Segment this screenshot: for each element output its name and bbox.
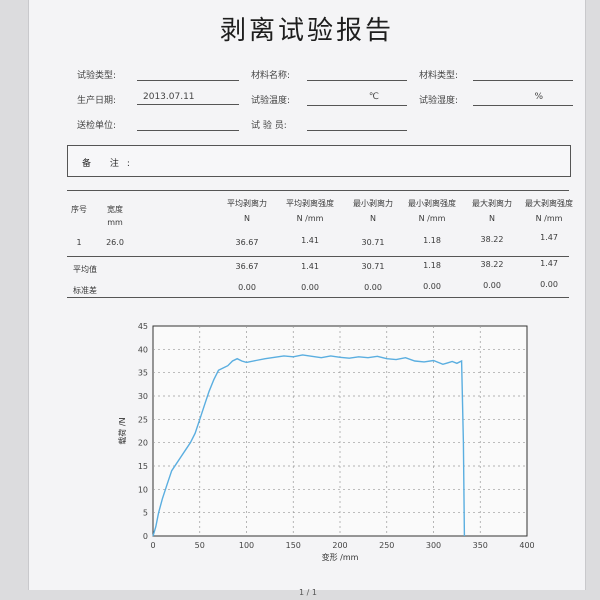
table-top-rule [67, 190, 569, 191]
row-cell: 1.47 [540, 259, 558, 268]
material-name-label: 材料名称: [251, 71, 291, 81]
row-cell: 1.18 [423, 236, 441, 245]
peel-force-chart: 0 50 100 150 200 250 300 350 400 0 5 10 15 20 25 30 35 40… [117, 322, 535, 562]
x-tick-label: 200 [332, 541, 347, 550]
table-bottom-rule [67, 297, 569, 298]
header-min-force-unit: N [370, 214, 376, 223]
production-date-field[interactable]: 2013.07.11 [137, 91, 239, 105]
sample-type-label: 试验类型: [77, 71, 117, 81]
results-table: 序号 宽度 mm 平均剥离力 N 平均剥离强度 N /mm 最小剥离力 N 最小… [67, 190, 573, 298]
header-max-force: 最大剥离力 [472, 199, 512, 208]
row-cell: 1.47 [540, 233, 558, 242]
header-index: 序号 [71, 205, 87, 214]
report-sheet: 剥离试验报告 试验类型: 材料名称: 材料类型: 生产日期: 2013.07.1… [28, 0, 586, 597]
row-cell: 36.67 [235, 262, 259, 271]
report-title: 剥离试验报告 [219, 16, 394, 46]
y-tick-label: 20 [138, 439, 148, 448]
y-tick-label: 40 [138, 345, 148, 354]
row-cell: 0.00 [301, 283, 319, 292]
y-tick-label: 25 [138, 415, 148, 424]
material-type-label: 材料类型: [419, 71, 459, 81]
row-cell: 36.67 [235, 238, 259, 247]
header-avg-strength-unit: N /mm [296, 214, 324, 223]
sample-type-field[interactable] [137, 66, 239, 81]
test-humidity-label: 试验湿度: [419, 96, 459, 106]
header-avg-strength: 平均剥离强度 [286, 199, 334, 208]
y-tick-label: 5 [143, 509, 148, 518]
row-cell: 1 [76, 238, 82, 247]
row-cell: 1.18 [423, 261, 441, 270]
header-min-strength: 最小剥离强度 [408, 199, 456, 208]
test-unit-field[interactable] [137, 116, 239, 131]
tester-label: 试 验 员: [251, 121, 287, 131]
header-max-strength-unit: N /mm [535, 214, 563, 223]
test-humidity-field[interactable]: % [473, 91, 573, 106]
x-tick-label: 400 [519, 541, 534, 550]
header-min-strength-unit: N /mm [418, 214, 446, 223]
test-temp-unit: ℃ [368, 92, 379, 102]
row-cell: 38.22 [480, 260, 504, 269]
test-temp-label: 试验温度: [251, 96, 291, 106]
row-cell: 标准差 [73, 286, 97, 295]
y-tick-label: 35 [138, 369, 148, 378]
y-tick-label: 45 [138, 322, 148, 331]
test-unit-label: 送检单位: [77, 121, 117, 131]
header-avg-force-unit: N [244, 214, 250, 223]
x-tick-label: 150 [286, 541, 301, 550]
series-line [152, 354, 466, 537]
header-max-force-unit: N [489, 214, 495, 223]
row-cell: 1.41 [301, 262, 319, 271]
y-tick-label: 0 [143, 532, 148, 541]
row-cell: 0.00 [364, 283, 382, 292]
x-axis-label: 变形 /mm [322, 552, 359, 562]
header-width: 宽度 [107, 205, 123, 214]
production-date-label: 生产日期: [77, 96, 117, 106]
material-name-field[interactable] [307, 66, 407, 81]
x-tick-label: 350 [473, 541, 488, 550]
page-indicator: 1 / 1 [299, 588, 317, 597]
notes-box[interactable]: 备 注: [67, 145, 571, 177]
x-tick-label: 250 [379, 541, 394, 550]
x-tick-label: 50 [195, 541, 205, 550]
y-tick-label: 30 [138, 392, 148, 401]
material-type-field[interactable] [473, 66, 573, 81]
y-tick-label: 10 [138, 485, 148, 494]
x-tick-label: 0 [150, 541, 155, 550]
row-cell: 38.22 [480, 235, 504, 244]
row-cell: 30.71 [361, 238, 385, 247]
test-temp-field[interactable]: ℃ [307, 91, 407, 106]
y-tick-label: 15 [138, 462, 148, 471]
table-mid-rule [67, 256, 569, 257]
header-max-strength: 最大剥离强度 [525, 199, 573, 208]
row-cell: 0.00 [238, 283, 256, 292]
x-tick-label: 300 [426, 541, 441, 550]
row-cell: 0.00 [423, 282, 441, 291]
row-cell: 0.00 [483, 281, 501, 290]
header-width-unit: mm [107, 218, 123, 227]
test-humidity-unit: % [534, 92, 543, 102]
x-tick-label: 100 [239, 541, 254, 550]
row-cell: 30.71 [361, 262, 385, 271]
y-axis-label: 载荷 /N [117, 417, 127, 444]
row-cell: 26.0 [106, 238, 124, 247]
row-cell: 1.41 [301, 236, 319, 245]
header-avg-force: 平均剥离力 [227, 199, 267, 208]
tester-field[interactable] [307, 116, 407, 131]
header-min-force: 最小剥离力 [353, 199, 393, 208]
notes-label: 备 注: [82, 159, 138, 169]
row-cell: 平均值 [73, 265, 97, 274]
row-cell: 0.00 [540, 280, 558, 289]
